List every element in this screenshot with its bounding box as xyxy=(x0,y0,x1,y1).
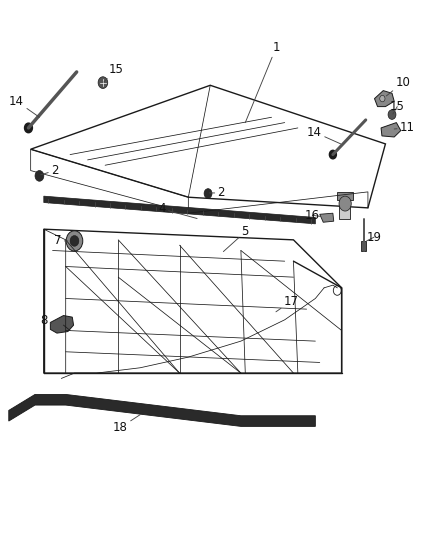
Text: 2: 2 xyxy=(209,187,225,199)
Circle shape xyxy=(329,150,336,159)
Text: 2: 2 xyxy=(41,164,59,177)
Text: 16: 16 xyxy=(305,209,321,222)
Circle shape xyxy=(388,110,396,119)
Polygon shape xyxy=(361,241,366,251)
Circle shape xyxy=(339,196,351,211)
Polygon shape xyxy=(9,394,315,426)
Circle shape xyxy=(66,231,83,251)
Text: 19: 19 xyxy=(367,231,381,244)
Polygon shape xyxy=(374,91,394,107)
Text: 11: 11 xyxy=(394,122,415,134)
Circle shape xyxy=(25,123,32,133)
Text: 8: 8 xyxy=(40,314,52,327)
Polygon shape xyxy=(381,123,401,137)
Text: 17: 17 xyxy=(276,295,299,312)
Polygon shape xyxy=(339,200,350,219)
Text: 4: 4 xyxy=(158,203,197,219)
Circle shape xyxy=(35,171,44,181)
Polygon shape xyxy=(50,316,74,333)
Text: 10: 10 xyxy=(386,76,410,96)
Text: 7: 7 xyxy=(54,235,68,247)
Circle shape xyxy=(98,77,108,88)
Text: 18: 18 xyxy=(113,415,140,434)
Circle shape xyxy=(70,236,79,246)
Circle shape xyxy=(204,189,212,198)
Polygon shape xyxy=(320,213,334,222)
Text: 15: 15 xyxy=(390,100,405,114)
Circle shape xyxy=(380,95,385,102)
Polygon shape xyxy=(337,192,353,200)
Text: 1: 1 xyxy=(245,42,280,123)
Text: 14: 14 xyxy=(9,95,39,117)
Text: 14: 14 xyxy=(307,126,341,144)
Text: 5: 5 xyxy=(223,225,249,252)
Polygon shape xyxy=(44,196,315,224)
Text: 15: 15 xyxy=(104,63,124,82)
